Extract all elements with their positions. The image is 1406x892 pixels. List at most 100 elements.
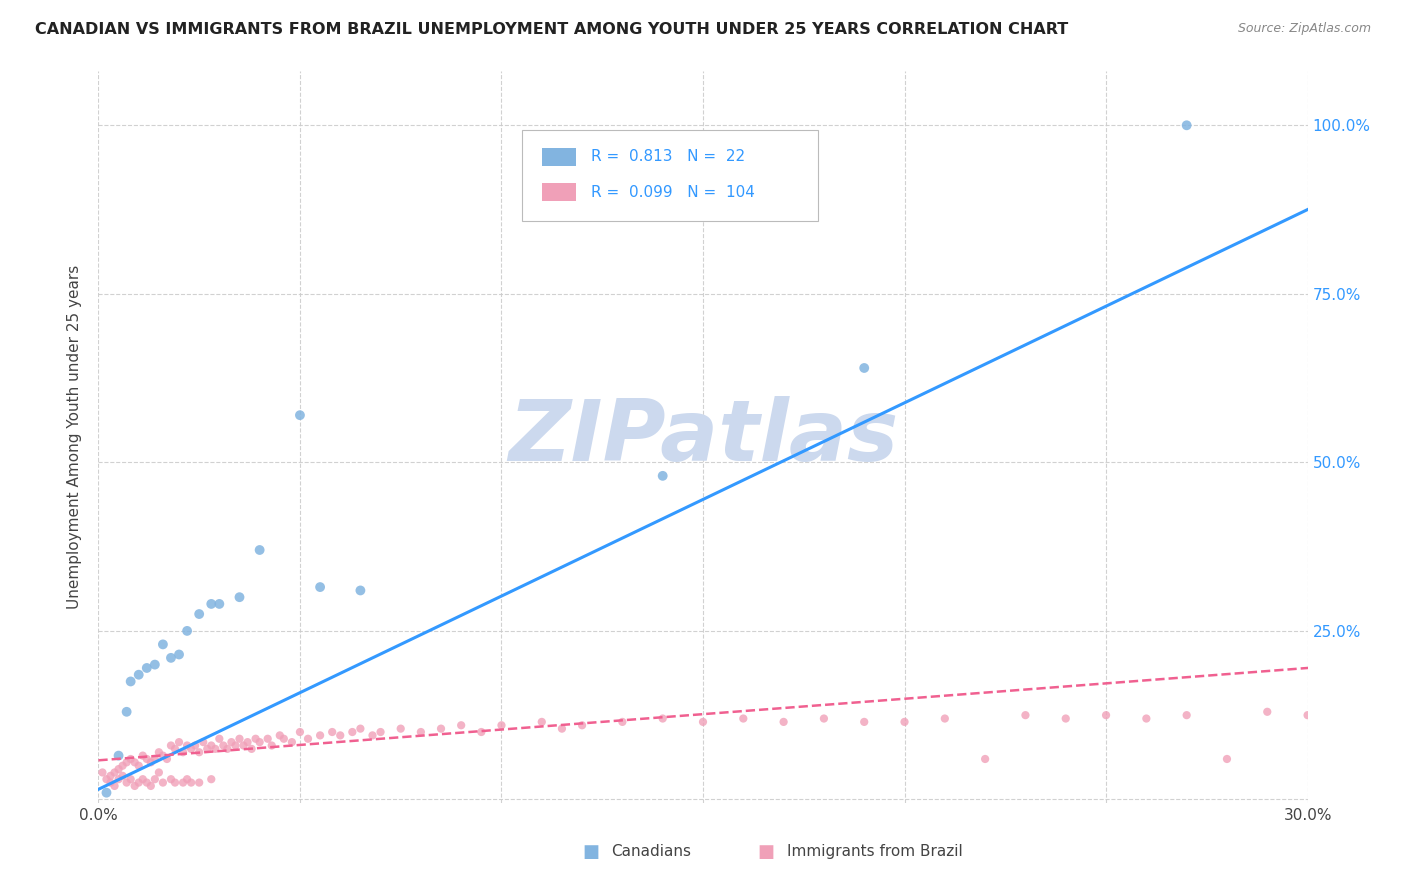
Point	[160, 651, 183, 665]
Point	[208, 731, 231, 746]
Point	[297, 731, 319, 746]
Point	[167, 648, 190, 662]
Point	[124, 779, 146, 793]
Point	[188, 775, 211, 789]
Point	[733, 712, 755, 726]
Point	[256, 731, 278, 746]
Point	[96, 786, 118, 800]
Point	[1054, 712, 1077, 726]
Point	[128, 667, 150, 681]
Point	[772, 714, 794, 729]
Point	[309, 580, 332, 594]
Point	[204, 742, 226, 756]
Point	[260, 739, 283, 753]
Point	[893, 714, 915, 729]
Text: CANADIAN VS IMMIGRANTS FROM BRAZIL UNEMPLOYMENT AMONG YOUTH UNDER 25 YEARS CORRE: CANADIAN VS IMMIGRANTS FROM BRAZIL UNEMP…	[35, 22, 1069, 37]
Point	[152, 637, 174, 651]
Point	[269, 728, 291, 742]
Point	[273, 731, 295, 746]
Point	[135, 752, 157, 766]
Point	[107, 762, 129, 776]
Point	[361, 728, 384, 742]
Point	[240, 742, 263, 756]
Point	[217, 742, 239, 756]
Point	[176, 772, 198, 787]
Point	[176, 739, 198, 753]
Point	[1135, 712, 1157, 726]
Point	[853, 361, 876, 376]
Text: Source: ZipAtlas.com: Source: ZipAtlas.com	[1237, 22, 1371, 36]
Point	[974, 752, 997, 766]
Text: ■: ■	[582, 843, 599, 861]
Point	[651, 468, 673, 483]
Point	[193, 735, 215, 749]
Point	[160, 772, 183, 787]
Point	[180, 775, 202, 789]
Point	[612, 714, 634, 729]
Text: Canadians: Canadians	[612, 845, 692, 859]
Point	[115, 775, 138, 789]
Text: R =  0.099   N =  104: R = 0.099 N = 104	[591, 185, 755, 200]
Point	[571, 718, 593, 732]
Point	[152, 748, 174, 763]
Point	[172, 775, 194, 789]
Point	[208, 597, 231, 611]
Point	[163, 775, 186, 789]
Point	[212, 739, 235, 753]
Point	[1256, 705, 1278, 719]
Point	[128, 775, 150, 789]
Point	[188, 745, 211, 759]
Point	[135, 775, 157, 789]
Point	[1175, 118, 1198, 132]
Point	[321, 725, 343, 739]
Point	[120, 772, 142, 787]
Point	[1376, 708, 1399, 723]
Point	[135, 661, 157, 675]
Point	[100, 775, 122, 789]
Point	[111, 769, 134, 783]
Point	[249, 543, 271, 558]
FancyBboxPatch shape	[522, 130, 818, 221]
Point	[349, 583, 371, 598]
Point	[228, 731, 250, 746]
Point	[132, 748, 155, 763]
Point	[1175, 708, 1198, 723]
Point	[934, 712, 956, 726]
Point	[530, 714, 553, 729]
Point	[115, 705, 138, 719]
Point	[342, 725, 364, 739]
Point	[188, 607, 211, 621]
Point	[132, 772, 155, 787]
Point	[309, 728, 332, 742]
Point	[349, 722, 371, 736]
Point	[651, 712, 673, 726]
Point	[143, 752, 166, 766]
Point	[430, 722, 453, 736]
Point	[148, 765, 170, 780]
Point	[813, 712, 835, 726]
Text: ■: ■	[758, 843, 775, 861]
Point	[228, 590, 250, 604]
Point	[120, 674, 142, 689]
Point	[221, 735, 243, 749]
Point	[124, 756, 146, 770]
Point	[120, 752, 142, 766]
Point	[107, 772, 129, 787]
Point	[1095, 708, 1118, 723]
Point	[103, 765, 125, 780]
Point	[1014, 708, 1036, 723]
Point	[1296, 708, 1319, 723]
Point	[1216, 752, 1239, 766]
Point	[156, 752, 179, 766]
Point	[128, 758, 150, 772]
Point	[176, 624, 198, 638]
Bar	[543, 148, 576, 166]
Point	[163, 742, 186, 756]
Point	[853, 714, 876, 729]
Point	[172, 745, 194, 759]
Point	[107, 748, 129, 763]
Point	[115, 756, 138, 770]
Point	[139, 756, 162, 770]
Point	[200, 739, 222, 753]
Point	[389, 722, 412, 736]
